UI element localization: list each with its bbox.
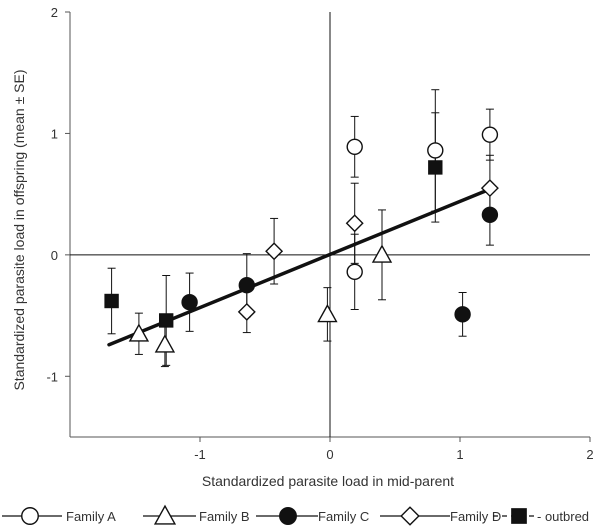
x-axis-label: Standardized parasite load in mid-parent [202, 473, 454, 489]
outbred-point [158, 313, 174, 328]
x-tick-label: 2 [586, 447, 593, 462]
legend-label-family-a: Family A [66, 509, 116, 524]
legend-marker-outbred [511, 508, 527, 524]
family-a-point [427, 142, 444, 159]
outbred-point [428, 160, 443, 175]
x-tick-label: 0 [326, 447, 333, 462]
family-b-point [371, 244, 393, 263]
legend-label-outbred: - outbred [537, 509, 589, 524]
outbred-point [104, 293, 119, 309]
x-tick-label: -1 [194, 447, 206, 462]
family-d-point [265, 242, 284, 261]
y-tick-label: -1 [46, 369, 58, 384]
legend-label-family-c: Family C [318, 509, 369, 524]
family-b-point [154, 334, 176, 353]
family-c-point [481, 206, 499, 223]
family-d-point [345, 214, 364, 233]
family-a-point [481, 126, 499, 143]
data-points [104, 126, 499, 353]
family-b-point [128, 323, 150, 342]
legend-marker-family-d [400, 506, 420, 526]
x-tick-label: 1 [456, 447, 463, 462]
family-c-point [181, 294, 198, 311]
family-c-point [238, 277, 256, 294]
family-d-point [480, 179, 499, 198]
legend-marker-family-a [21, 507, 39, 525]
y-tick-label: 0 [51, 248, 58, 263]
tick-labels: -1 0 1 2 -1 0 1 2 [46, 5, 593, 462]
legend-marker-family-b [153, 504, 177, 525]
family-b-point [317, 303, 338, 323]
reference-lines [70, 12, 590, 437]
family-d-point [237, 302, 256, 321]
legend: Family A Family B Family C Family D - outbre… [2, 504, 589, 526]
family-a-point [346, 263, 363, 281]
legend-label-family-b: Family B [199, 509, 250, 524]
legend-marker-family-c [279, 507, 297, 525]
family-a-point [346, 138, 363, 155]
family-c-point [454, 306, 471, 323]
y-tick-label: 2 [51, 5, 58, 20]
y-axis-label: Standardized parasite load in offspring … [11, 69, 27, 390]
legend-label-family-d: Family D [450, 509, 501, 524]
y-tick-label: 1 [51, 126, 58, 141]
